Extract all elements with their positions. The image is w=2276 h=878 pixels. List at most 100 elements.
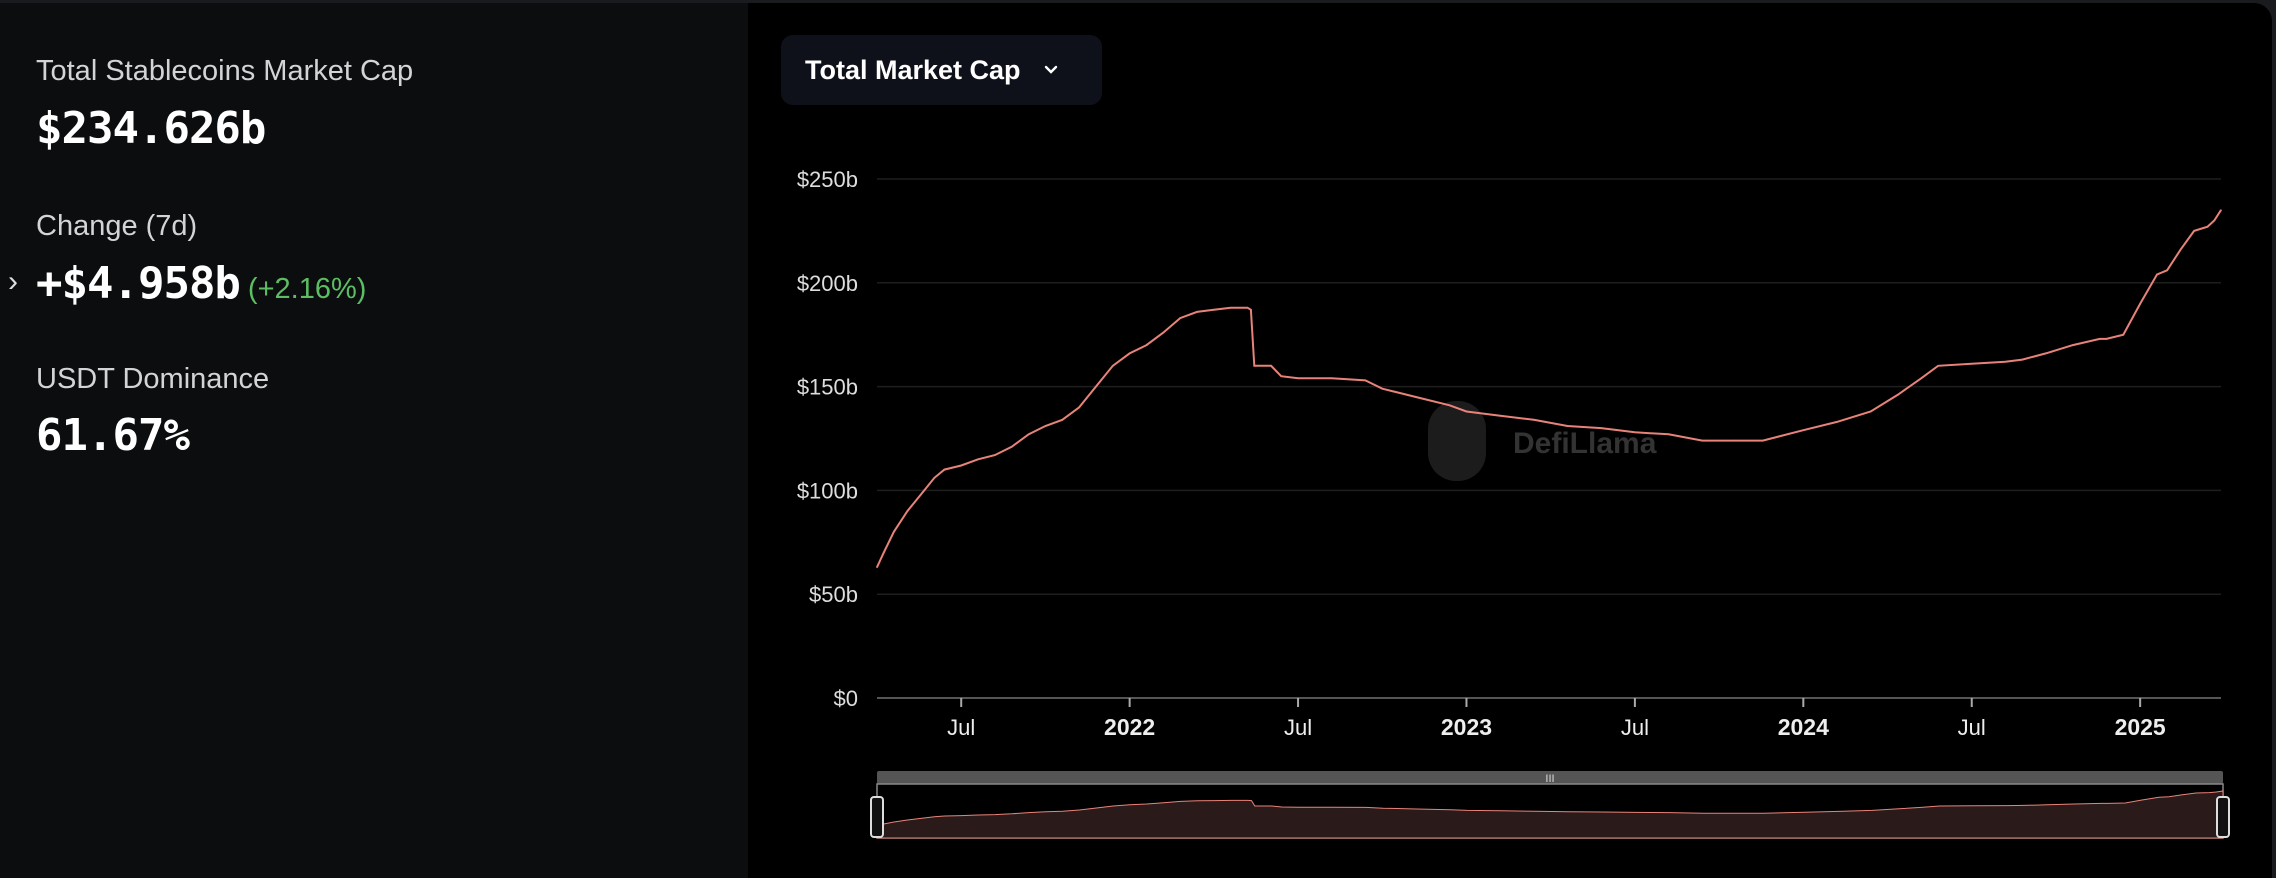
navigator-bar[interactable] [877, 771, 2223, 784]
data-point [1920, 377, 1923, 380]
data-point [2156, 273, 2158, 276]
data-point [2206, 225, 2209, 228]
data-point [1762, 439, 1764, 442]
data-point [1128, 352, 1131, 355]
data-point [2105, 338, 2108, 340]
x-tick-label: Jul [947, 715, 975, 740]
y-tick-label: $0 [834, 686, 858, 711]
data-point [2166, 269, 2168, 272]
data-point [1533, 419, 1535, 421]
data-point [1499, 414, 1501, 417]
data-point [1253, 365, 1256, 367]
data-point [2071, 344, 2074, 346]
data-point [876, 566, 878, 569]
data-point [919, 493, 922, 496]
x-tick-label: 2024 [1778, 714, 1829, 740]
x-tick-label: 2025 [2115, 714, 2166, 740]
data-point [994, 454, 996, 456]
chart-type-label: Total Market Cap [805, 54, 1021, 85]
data-point [1381, 387, 1384, 390]
y-tick-label: $100b [797, 478, 858, 503]
data-point [1213, 308, 1215, 311]
data-point [1297, 377, 1299, 380]
data-point [1869, 410, 1872, 413]
stats-panel: Total Stablecoins Market Cap $234.626b C… [0, 3, 748, 878]
data-point [893, 531, 895, 533]
data-point [882, 551, 885, 554]
data-point [1634, 431, 1636, 434]
navigator-right-handle[interactable] [2216, 796, 2230, 838]
data-point [1330, 377, 1333, 380]
chart-panel: Total Market Cap DefiLlama $0 $50b $100b $15… [748, 3, 2272, 878]
data-point [1735, 439, 1737, 442]
x-tick-label: Jul [1284, 715, 1312, 740]
y-tick-label: $250b [797, 167, 858, 192]
data-point [1836, 421, 1838, 423]
data-point [943, 468, 946, 471]
data-point [1027, 433, 1030, 436]
data-point [933, 477, 936, 479]
data-point [1010, 446, 1013, 448]
data-point [2122, 333, 2125, 336]
expand-chevron-icon[interactable]: › [8, 265, 18, 298]
data-point [1802, 429, 1805, 431]
data-point [1162, 331, 1165, 334]
change-7d-label: Change (7d) [36, 210, 198, 242]
x-tick-label: Jul [1958, 715, 1986, 740]
data-point [1280, 375, 1283, 378]
data-point [2004, 360, 2007, 363]
data-point [906, 510, 909, 512]
x-tick-label: 2023 [1441, 714, 1492, 740]
data-point [2139, 302, 2141, 305]
data-point [1111, 365, 1114, 367]
change-7d-percent: (+2.16%) [247, 273, 367, 305]
data-point [1937, 365, 1939, 367]
data-point [2213, 219, 2216, 222]
total-market-cap-label: Total Stablecoins Market Cap [36, 55, 414, 87]
y-tick-label: $200b [797, 271, 858, 296]
data-point [977, 458, 979, 461]
data-point [1078, 406, 1080, 409]
data-point [1465, 410, 1468, 413]
data-point [1448, 404, 1451, 407]
data-point [1270, 365, 1272, 367]
data-point [1701, 439, 1704, 442]
usdt-dominance-label: USDT Dominance [36, 363, 270, 395]
data-point [1566, 425, 1569, 427]
data-point [960, 464, 963, 467]
data-point [1600, 427, 1603, 429]
y-tick-label: $150b [797, 375, 858, 400]
data-point [1044, 425, 1047, 427]
data-point [1061, 419, 1064, 421]
data-point [1179, 317, 1181, 319]
data-point [1229, 306, 1232, 309]
navigator-area [876, 790, 2224, 839]
x-tick-label: Jul [1621, 715, 1649, 740]
data-point [1196, 311, 1198, 313]
data-point [2179, 248, 2182, 251]
chevron-down-icon [1044, 65, 1057, 74]
data-point [2098, 338, 2101, 340]
chart-type-dropdown[interactable]: Total Market Cap [781, 35, 1102, 105]
data-point [1364, 379, 1367, 382]
data-point [2045, 352, 2047, 355]
data-point [1667, 433, 1670, 436]
navigator-left-handle[interactable] [870, 796, 884, 838]
series-line [876, 209, 2222, 568]
change-7d-row: +$4.958b (+2.16%) [36, 258, 366, 309]
x-tick-label: 2022 [1104, 714, 1155, 740]
data-point [1415, 396, 1417, 398]
data-point [1246, 306, 1249, 309]
data-point [1970, 362, 1973, 365]
data-point [2021, 358, 2024, 361]
change-7d-value: +$4.958b [36, 258, 241, 309]
y-tick-label: $50b [809, 582, 858, 607]
data-point [1145, 344, 1148, 346]
defillama-logo-icon [1428, 401, 1486, 481]
data-point [1095, 385, 1097, 388]
data-point [1250, 308, 1252, 311]
data-point [2220, 209, 2222, 211]
data-point [2193, 230, 2195, 232]
total-market-cap-value: $234.626b [36, 103, 266, 154]
